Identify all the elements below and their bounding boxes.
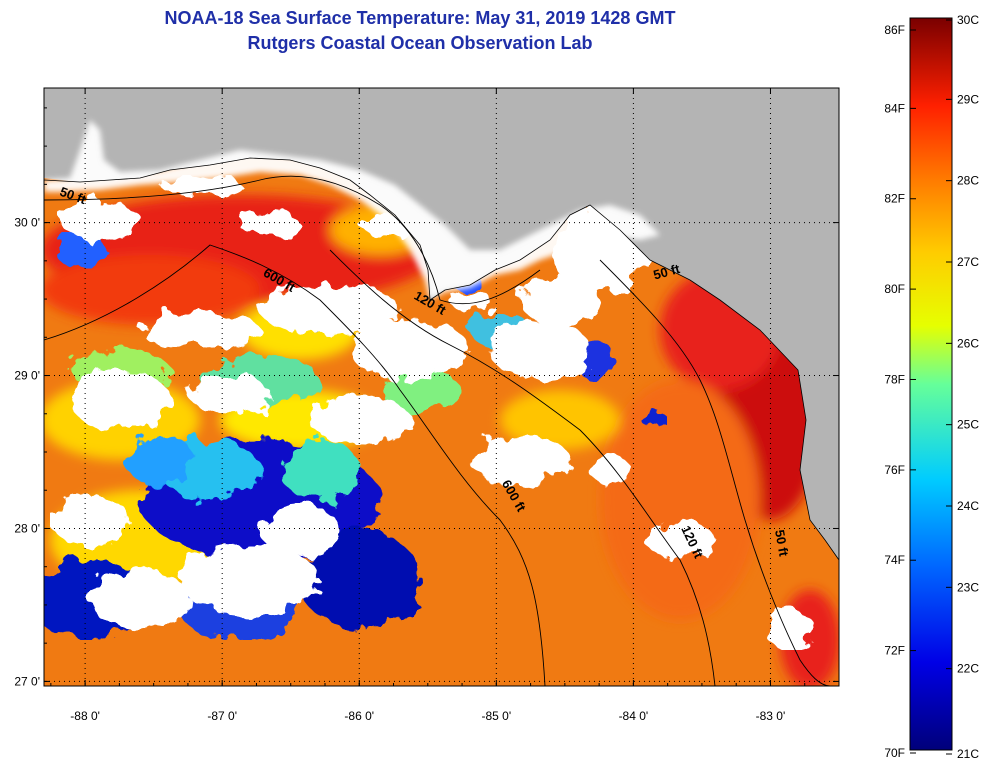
tick-marks [44, 88, 840, 686]
map-border [43, 87, 840, 687]
colorbar-f-label: 76F [884, 463, 905, 477]
colorbar-c-label: 22C [957, 662, 979, 676]
colorbar-c-label: 23C [957, 580, 979, 594]
map-title: NOAA-18 Sea Surface Temperature: May 31,… [164, 8, 676, 28]
colorbar-fahrenheit-labels: 86F 84F 82F 80F 78F 76F 74F 72F 70F [884, 23, 916, 760]
lat-tick-label: 28 0' [14, 521, 40, 535]
map-subtitle: Rutgers Coastal Ocean Observation Lab [247, 33, 593, 53]
lat-tick-label: 30 0' [14, 216, 40, 230]
land-mass [44, 88, 839, 560]
lon-tick-label: -85 0' [481, 709, 511, 723]
lon-tick-label: -83 0' [756, 709, 786, 723]
coastline [44, 157, 839, 561]
colorbar-f-label: 70F [884, 746, 905, 760]
colorbar-f-label: 82F [884, 192, 905, 206]
sst-layer [44, 88, 839, 686]
bathymetry-contours [44, 175, 831, 686]
colorbar: 86F 84F 82F 80F 78F 76F 74F 72F 70F 30C 29C 28C 27C… [884, 13, 979, 761]
colorbar-c-label: 24C [957, 499, 979, 513]
colorbar-f-label: 78F [884, 372, 905, 386]
coastal-cloud [44, 120, 660, 300]
colorbar-gradient [909, 17, 953, 751]
colorbar-f-label: 80F [884, 282, 905, 296]
colorbar-c-label: 30C [957, 13, 979, 27]
lon-tick-label: -87 0' [207, 709, 237, 723]
colorbar-c-label: 25C [957, 418, 979, 432]
lon-tick-label: -84 0' [619, 709, 649, 723]
colorbar-f-label: 84F [884, 101, 905, 115]
lat-tick-label: 27 0' [14, 674, 40, 688]
colorbar-c-label: 27C [957, 255, 979, 269]
colorbar-f-label: 72F [884, 644, 905, 658]
colorbar-f-label: 74F [884, 553, 905, 567]
contour-label: 50 ft [772, 529, 792, 559]
colorbar-c-label: 28C [957, 174, 979, 188]
contour-label: 50 ft [652, 261, 682, 283]
colorbar-celsius-labels: 30C 29C 28C 27C 26C 25C 24C 23C 22C 21C [946, 13, 979, 761]
colorbar-c-label: 29C [957, 92, 979, 106]
lat-tick-label: 29 0' [14, 369, 40, 383]
lon-tick-label: -88 0' [70, 709, 100, 723]
colorbar-f-label: 86F [884, 23, 905, 37]
colorbar-c-label: 26C [957, 336, 979, 350]
tick-labels: -88 0' -87 0' -86 0' -85 0' -84 0' -83 0' 30 0… [14, 216, 785, 723]
lon-tick-label: -86 0' [344, 709, 374, 723]
colorbar-c-label: 21C [957, 747, 979, 761]
